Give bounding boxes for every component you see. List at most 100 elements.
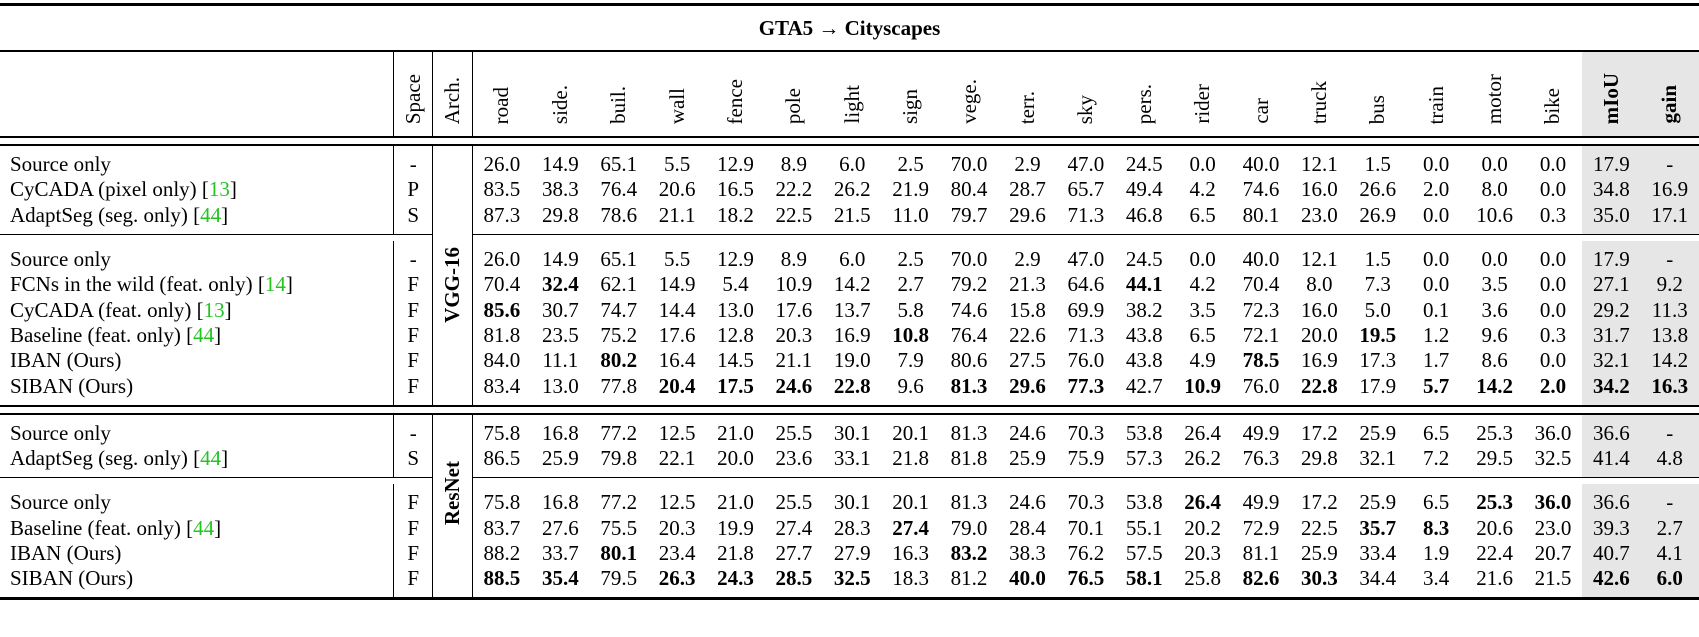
score-cell: 29.8 — [1301, 446, 1338, 471]
score-cell: 65.1 — [600, 247, 638, 272]
score-cell: 26.0 — [471, 246, 532, 273]
score-cell: 8.6 — [1481, 348, 1508, 373]
score-cell: 26.2 — [833, 177, 871, 202]
score-cell: 22.6 — [1009, 322, 1046, 347]
score-cell: 16.3 — [892, 541, 930, 565]
class-header: truck — [1290, 51, 1349, 138]
score-cell: 76.4 — [600, 177, 638, 202]
score-cell: 21.6 — [1476, 566, 1513, 591]
arch-cell — [432, 420, 473, 446]
score-cell: 2.9 — [1014, 152, 1041, 177]
score-cell: 6.0 — [839, 152, 866, 177]
score-cell: 20.7 — [1534, 541, 1572, 565]
score-cell: 14.5 — [717, 348, 754, 373]
score-cell: 14.2 — [833, 272, 871, 297]
score-cell: 27.4 — [892, 515, 930, 540]
score-cell: 71.3 — [1067, 202, 1105, 227]
score-cell: 80.6 — [950, 348, 988, 373]
score-cell: 70.3 — [1067, 490, 1105, 515]
table-row: Baseline (feat. only) [44] F 83.7 27.6 75.5 2… — [0, 515, 1699, 541]
score-cell: 25.5 — [775, 420, 813, 445]
score-cell: 1.5 — [1364, 152, 1391, 177]
citation-link[interactable]: 14 — [264, 272, 286, 297]
space-header-label: Space — [400, 73, 425, 124]
score-cell: 25.3 — [1476, 490, 1513, 515]
score-cell: 21.5 — [1534, 566, 1572, 591]
score-cell: 22.8 — [833, 373, 871, 398]
score-cell: 38.3 — [1009, 541, 1046, 565]
score-cell: 8.0 — [1306, 272, 1333, 297]
score-cell: 7.9 — [897, 348, 924, 373]
score-cell: 28.5 — [775, 566, 813, 591]
score-cell: 24.6 — [1009, 490, 1046, 515]
score-cell: 71.3 — [1067, 322, 1105, 347]
gain-value: 6.0 — [1640, 566, 1699, 592]
miou-value: 17.9 — [1582, 152, 1641, 178]
score-cell: 21.0 — [717, 420, 754, 445]
score-cell: 78.5 — [1242, 348, 1280, 373]
class-header-label: sky — [1073, 94, 1098, 124]
class-header-label: rider — [1190, 84, 1215, 124]
table-row: IBAN (Ours) F 88.2 33.7 80.1 23.4 21.8 27.7 27.9… — [0, 540, 1699, 567]
score-cell: 10.8 — [892, 322, 930, 347]
score-cell: 29.6 — [1009, 202, 1046, 227]
score-cell: 4.9 — [1189, 348, 1216, 373]
score-cell: 27.9 — [833, 541, 871, 565]
method-name: SIBAN (Ours) — [0, 566, 394, 591]
space-value: F — [393, 297, 434, 323]
score-cell: 20.1 — [892, 490, 930, 515]
table-row: Source only - 26.0 14.9 65.1 5.5 12.9 8.9 6.0 2.5… — [0, 246, 1699, 273]
score-cell: 3.5 — [1481, 272, 1508, 297]
citation-bracket: ] — [214, 322, 222, 347]
score-cell: 32.5 — [1534, 446, 1572, 471]
class-header: road — [471, 51, 532, 138]
score-cell: 77.3 — [1067, 373, 1105, 398]
arch-cell — [432, 177, 473, 203]
score-cell: 24.6 — [1009, 420, 1046, 445]
score-cell: 13.0 — [541, 373, 579, 398]
class-header: sign — [881, 51, 940, 138]
class-header-label: buil. — [606, 86, 631, 124]
score-cell: 21.1 — [775, 348, 813, 373]
citation-link[interactable]: 44 — [200, 446, 222, 471]
citation-link[interactable]: 44 — [193, 515, 215, 540]
class-header: sky — [1056, 51, 1116, 138]
score-cell: 25.9 — [1359, 420, 1397, 445]
score-cell: 0.1 — [1423, 297, 1450, 322]
score-cell: 19.9 — [717, 515, 754, 540]
score-cell: 0.0 — [1189, 247, 1216, 272]
spacer — [0, 398, 1699, 406]
score-cell: 1.2 — [1423, 322, 1450, 347]
score-cell: 3.6 — [1481, 297, 1508, 322]
score-cell: 0.0 — [1539, 177, 1567, 202]
score-cell: 4.2 — [1189, 177, 1216, 202]
gain-value: 14.2 — [1640, 348, 1699, 374]
score-cell: 21.0 — [717, 490, 754, 515]
score-cell: 26.9 — [1359, 202, 1397, 227]
citation-link[interactable]: 13 — [208, 177, 230, 202]
score-cell: 4.2 — [1189, 272, 1216, 297]
score-cell: 57.3 — [1125, 446, 1163, 471]
score-cell: 74.7 — [600, 297, 638, 322]
score-cell: 22.5 — [1301, 515, 1338, 540]
score-cell: 46.8 — [1125, 202, 1163, 227]
score-cell: 6.0 — [839, 247, 866, 272]
score-cell: 9.6 — [897, 373, 924, 398]
score-cell: 30.1 — [833, 420, 871, 445]
space-value: S — [393, 202, 434, 228]
citation-link[interactable]: 44 — [200, 202, 222, 227]
score-cell: 6.5 — [1189, 202, 1216, 227]
score-cell: 25.9 — [1359, 490, 1397, 515]
citation-link[interactable]: 44 — [193, 322, 215, 347]
score-cell: 38.2 — [1125, 297, 1163, 322]
space-value: - — [393, 246, 434, 273]
score-cell: 0.0 — [1423, 272, 1450, 297]
score-cell: 65.7 — [1067, 177, 1105, 202]
score-cell: 16.9 — [833, 322, 871, 347]
arch-header: Arch. — [432, 51, 473, 138]
citation-link[interactable]: 13 — [203, 297, 225, 322]
score-cell: 9.6 — [1481, 322, 1508, 347]
score-cell: 26.2 — [1184, 446, 1221, 471]
table-row: Baseline (feat. only) [44] F 81.8 23.5 75.2 1… — [0, 322, 1699, 349]
citation-bracket: ] — [285, 272, 293, 297]
